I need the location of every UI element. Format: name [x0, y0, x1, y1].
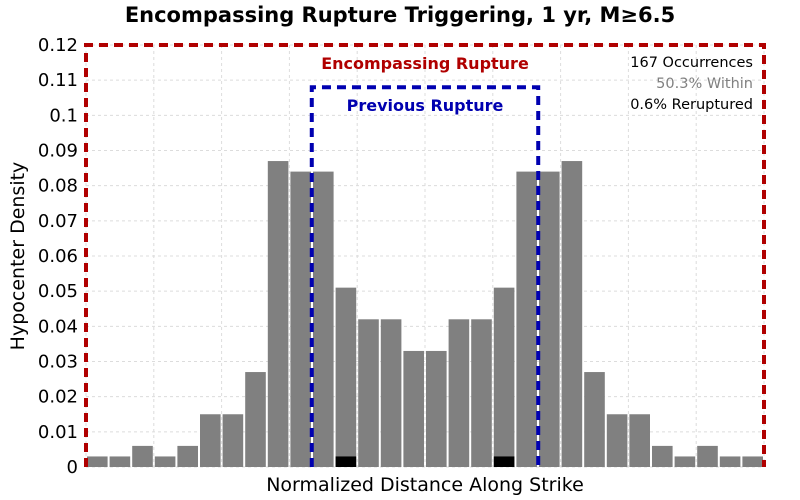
y-tick-label: 0.03 — [38, 352, 78, 373]
x-axis-label: Normalized Distance Along Strike — [266, 474, 584, 496]
reruptured-bar — [493, 456, 515, 467]
bar — [109, 456, 131, 467]
regions: Encompassing Rupture Previous Rupture — [84, 43, 766, 467]
stat-text: 0.6% Reruptured — [630, 97, 753, 113]
region-label: Previous Rupture — [347, 96, 504, 115]
y-tick-label: 0.1 — [49, 105, 78, 126]
reruptured-bar — [335, 456, 357, 467]
y-tick-label: 0 — [67, 457, 78, 478]
bar — [403, 350, 424, 467]
bar — [697, 445, 718, 467]
bar — [516, 171, 537, 467]
bar — [584, 372, 605, 467]
bar — [719, 456, 741, 467]
y-tick-label: 0.11 — [38, 70, 78, 91]
bar — [267, 161, 289, 468]
y-tick-label: 0.09 — [38, 141, 78, 162]
region-box — [309, 85, 541, 467]
stat-text: 167 Occurrences — [630, 55, 753, 71]
y-tick-label: 0.04 — [38, 316, 78, 337]
stats-box: 167 Occurrences 50.3% Within 0.6% Reruptur… — [630, 55, 753, 113]
bar — [290, 171, 311, 467]
bar — [245, 372, 266, 467]
bar — [313, 171, 334, 467]
y-axis-label: Hypocenter Density — [7, 162, 29, 351]
bar — [448, 319, 470, 467]
bar — [154, 456, 176, 467]
stat-text: 50.3% Within — [656, 76, 753, 92]
bar — [561, 161, 583, 468]
bar — [652, 445, 673, 467]
bar — [629, 414, 650, 467]
bar — [742, 456, 763, 467]
bar — [380, 319, 402, 467]
bar — [200, 414, 221, 467]
bar — [539, 171, 560, 467]
y-tick-label: 0.02 — [38, 387, 78, 408]
bar — [493, 287, 515, 467]
region-label: Encompassing Rupture — [321, 54, 529, 73]
region-box — [84, 43, 766, 467]
y-tick-label: 0.05 — [38, 281, 78, 302]
grid — [85, 44, 765, 468]
y-tick-label: 0.07 — [38, 211, 78, 232]
bar — [426, 350, 447, 467]
y-tick-label: 0.01 — [38, 422, 78, 443]
bar — [132, 445, 153, 467]
bar — [674, 456, 696, 467]
bar — [222, 414, 244, 467]
y-tick-label: 0.12 — [38, 35, 78, 56]
bar — [177, 445, 198, 467]
bar — [471, 319, 492, 467]
bar — [606, 414, 628, 467]
y-axis: 0 0.01 0.02 0.03 0.04 0.05 0.06 0.07 0.08 0.09 0.1… — [38, 35, 78, 478]
y-tick-label: 0.06 — [38, 246, 78, 267]
y-tick-label: 0.08 — [38, 176, 78, 197]
chart-title: Encompassing Rupture Triggering, 1 yr, M… — [125, 3, 675, 27]
bar — [358, 319, 379, 467]
bar — [87, 456, 108, 467]
bar — [335, 287, 357, 467]
bars — [87, 161, 763, 468]
